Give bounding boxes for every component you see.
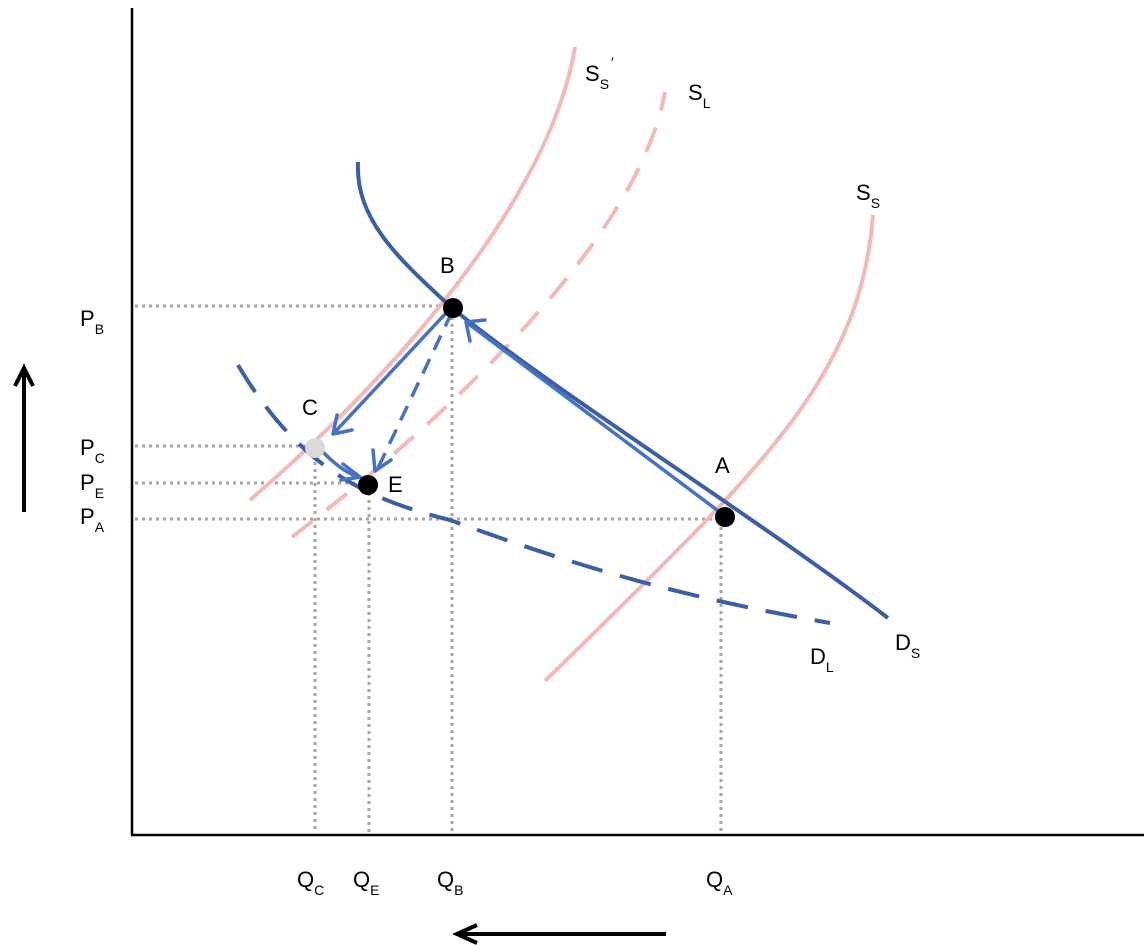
point-a [715, 507, 735, 527]
label-demand-short: DS [895, 630, 920, 661]
price-label-pa: PA [80, 504, 105, 535]
arrow-a-to-b [464, 320, 727, 518]
point-c [305, 438, 325, 458]
arrow-b-to-e-head [371, 448, 393, 473]
point-c-label: C [302, 395, 318, 420]
point-b [443, 298, 463, 318]
supply-curve-short [543, 214, 875, 683]
price-label-pc: PC [80, 435, 105, 466]
price-rise-arrow [13, 363, 35, 512]
price-label-pb: PB [80, 306, 104, 337]
arrow-b-to-c [331, 310, 449, 436]
quantity-label-qb: QB [437, 867, 463, 898]
point-e-label: E [388, 472, 403, 497]
price-label-pe: PE [80, 470, 104, 501]
arrow-a-to-b-head [464, 318, 487, 343]
demand-curve-long [236, 363, 831, 625]
quantity-label-qc: QC [297, 867, 324, 898]
point-e [358, 475, 378, 495]
arrow-b-to-c-head [331, 413, 354, 436]
arrow-c-to-e-head [339, 462, 362, 482]
arrow-c-to-e [319, 448, 357, 478]
supply-curve-short-shifted [248, 46, 577, 502]
label-supply-short: SS [856, 180, 880, 211]
guide-lines [135, 304, 725, 833]
point-a-label: A [715, 453, 730, 478]
label-supply-short-shifted: SS′ [585, 54, 614, 92]
quantity-fall-arrow [452, 923, 666, 945]
label-demand-long: DL [810, 644, 834, 675]
point-b-label: B [440, 253, 455, 278]
quantity-label-qa: QA [706, 867, 733, 898]
adjustment-arrows [319, 310, 727, 518]
label-supply-long: SL [688, 80, 711, 111]
quantity-label-qe: QE [353, 867, 379, 898]
demand-curve-short [355, 161, 890, 620]
arrow-b-to-e [376, 311, 454, 469]
